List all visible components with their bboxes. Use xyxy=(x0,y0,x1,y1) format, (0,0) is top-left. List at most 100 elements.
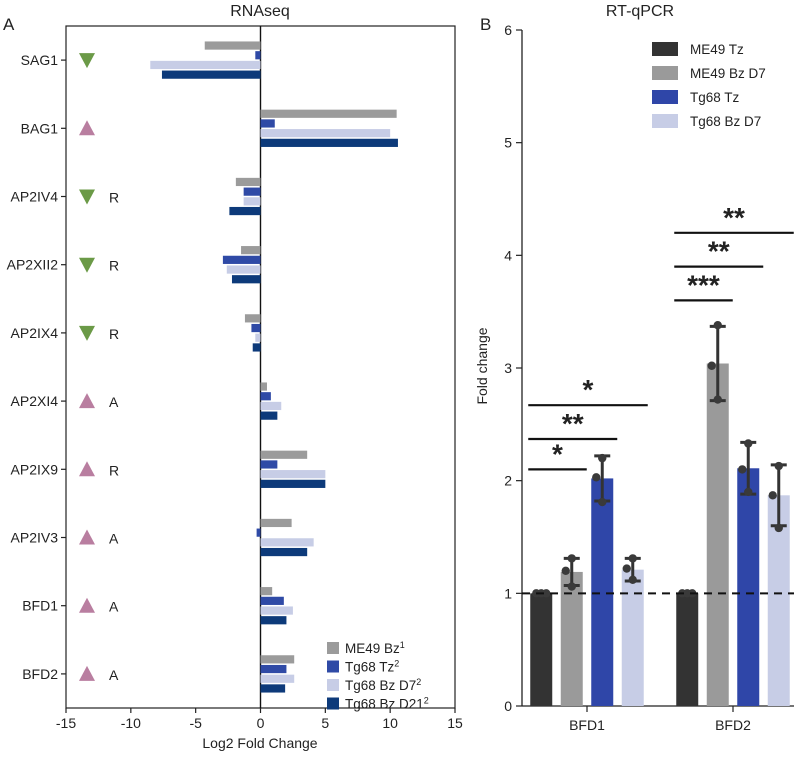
gene-label-bag1: BAG1 xyxy=(21,120,59,136)
data-point-bfd2-tg68-tz xyxy=(744,439,753,448)
bar-bfd2-me49-bz xyxy=(260,655,295,664)
bar-ap2ix4-me49-bz xyxy=(244,314,261,323)
regulation-note-ap2iv4: R xyxy=(109,190,119,206)
data-point-bfd2-me49-bz-d7 xyxy=(713,395,722,404)
data-point-bfd1-tg68-tz xyxy=(592,473,601,482)
y-tick-label: 2 xyxy=(504,473,512,489)
data-point-bfd2-tg68-bz-d7 xyxy=(774,461,783,471)
bar-bfd1-tg68-tz xyxy=(591,478,614,706)
data-point-bfd2-tg68-tz xyxy=(738,465,747,474)
legend-label-me49-bz: ME49 Bz1 xyxy=(345,640,405,656)
bar-bfd2-tg68-bz-d7 xyxy=(260,674,295,683)
y-tick-label: 4 xyxy=(504,247,512,263)
data-point-bfd1-me49-bz-d7 xyxy=(567,554,576,563)
bar-ap2ix9-tg68-bz-d7 xyxy=(260,470,326,479)
legend-swatch-me49-bz-d7 xyxy=(652,66,678,80)
significance-label-bfd1-1: ** xyxy=(562,408,584,439)
rtqpcr-title: RT-qPCR xyxy=(606,3,674,20)
y-tick-label: 6 xyxy=(504,22,512,38)
bar-bfd1-tg68-tz xyxy=(260,596,284,605)
y-tick-label: 0 xyxy=(504,698,512,714)
legend-swatch-me49-tz xyxy=(652,42,678,56)
rtqpcr-y-axis-label: Fold change xyxy=(474,327,490,404)
up-triangle-icon-ap2xi4 xyxy=(79,393,95,409)
legend-swatch-tg68-tz xyxy=(327,660,339,673)
significance-label-bfd2-4: ** xyxy=(708,236,730,267)
up-triangle-icon-bfd2 xyxy=(79,665,95,681)
down-triangle-icon-ap2ix4 xyxy=(79,325,95,341)
legend-label-tg68-tz: Tg68 Tz2 xyxy=(345,659,399,675)
bar-ap2ix4-tg68-bz-d21 xyxy=(252,343,261,352)
bar-sag1-tg68-bz-d21 xyxy=(161,70,261,79)
bar-bfd2-tg68-bz-d21 xyxy=(260,684,286,693)
bar-bfd1-me49-bz-d7 xyxy=(560,571,583,706)
data-point-bfd1-tg68-bz-d7 xyxy=(628,554,637,563)
down-triangle-icon-ap2xii2 xyxy=(79,257,95,273)
bar-bag1-me49-bz xyxy=(260,109,397,118)
data-point-bfd1-tg68-tz xyxy=(598,453,607,463)
regulation-note-bfd1: A xyxy=(109,599,119,615)
y-tick-label: 5 xyxy=(504,135,512,151)
bar-ap2ix4-tg68-tz xyxy=(251,323,261,333)
bar-ap2iv4-tg68-tz xyxy=(243,187,261,196)
data-point-bfd2-tg68-tz xyxy=(744,487,753,497)
legend-swatch-tg68-bz-d7 xyxy=(652,114,678,128)
bar-bfd1-tg68-bz-d7 xyxy=(260,606,293,615)
gene-label-ap2xii2: AP2XII2 xyxy=(7,257,59,273)
bar-ap2xi4-tg68-tz xyxy=(260,392,271,401)
rnaseq-x-axis-label: Log2 Fold Change xyxy=(202,735,317,751)
gene-label-ap2ix4: AP2IX4 xyxy=(11,325,59,341)
bar-bfd2-tg68-bz-d7 xyxy=(767,495,790,706)
rnaseq-title: RNAseq xyxy=(230,3,290,20)
legend-label-tg68-bz-d21: Tg68 Bz D212 xyxy=(345,696,429,712)
up-triangle-icon-ap2ix9 xyxy=(79,461,95,477)
gene-label-bfd2: BFD2 xyxy=(22,666,58,682)
y-tick-label: 1 xyxy=(504,585,512,601)
legend-label-tg68-bz-d7: Tg68 Bz D72 xyxy=(345,677,421,693)
legend-label-me49-bz-d7: ME49 Bz D7 xyxy=(690,66,766,81)
regulation-note-ap2ix4: R xyxy=(109,326,119,342)
panel-label-a: A xyxy=(3,15,15,34)
legend-swatch-tg68-tz xyxy=(652,90,678,104)
data-point-bfd2-me49-bz-d7 xyxy=(707,361,716,370)
legend-swatch-tg68-bz-d21 xyxy=(327,697,339,710)
data-point-bfd2-me49-bz-d7 xyxy=(713,320,722,330)
x-tick-label: 0 xyxy=(257,715,265,731)
bar-ap2ix9-me49-bz xyxy=(260,450,308,459)
gene-label-sag1: SAG1 xyxy=(21,52,59,68)
data-point-bfd1-tg68-bz-d7 xyxy=(622,564,631,573)
x-tick-label: -5 xyxy=(189,715,202,731)
bar-ap2xi4-tg68-bz-d7 xyxy=(260,401,282,411)
bar-ap2ix9-tg68-tz xyxy=(260,460,278,469)
bar-ap2xii2-tg68-bz-d21 xyxy=(231,275,261,284)
legend-swatch-me49-bz xyxy=(327,642,339,654)
bar-bag1-tg68-bz-d7 xyxy=(260,129,391,138)
x-tick-label: -15 xyxy=(56,715,76,731)
x-tick-label: 15 xyxy=(447,715,463,731)
bar-bag1-tg68-tz xyxy=(260,119,275,128)
x-tick-label-bfd2: BFD2 xyxy=(715,717,751,733)
data-point-bfd1-me49-bz-d7 xyxy=(567,582,576,591)
bar-bfd2-me49-bz-d7 xyxy=(706,363,729,706)
bar-ap2ix4-tg68-bz-d7 xyxy=(255,333,261,342)
data-point-bfd1-tg68-tz xyxy=(598,497,607,507)
bar-sag1-tg68-bz-d7 xyxy=(150,60,261,70)
bar-ap2xi4-tg68-bz-d21 xyxy=(260,411,278,420)
bar-bag1-tg68-bz-d21 xyxy=(260,138,398,147)
data-point-bfd1-me49-tz xyxy=(542,589,551,598)
gene-label-ap2iv4: AP2IV4 xyxy=(11,189,59,205)
regulation-note-ap2xi4: A xyxy=(109,394,119,410)
gene-label-ap2iv3: AP2IV3 xyxy=(11,530,59,546)
bar-ap2iv4-tg68-bz-d7 xyxy=(243,197,261,206)
bar-ap2iv4-me49-bz xyxy=(235,177,261,187)
x-tick-label: -10 xyxy=(121,715,141,731)
bar-ap2xii2-tg68-tz xyxy=(222,255,261,264)
regulation-note-ap2ix9: R xyxy=(109,462,119,478)
panel-label-b: B xyxy=(480,15,491,34)
regulation-note-ap2xii2: R xyxy=(109,258,119,274)
down-triangle-icon-ap2iv4 xyxy=(79,189,95,205)
bar-sag1-tg68-tz xyxy=(255,51,261,60)
